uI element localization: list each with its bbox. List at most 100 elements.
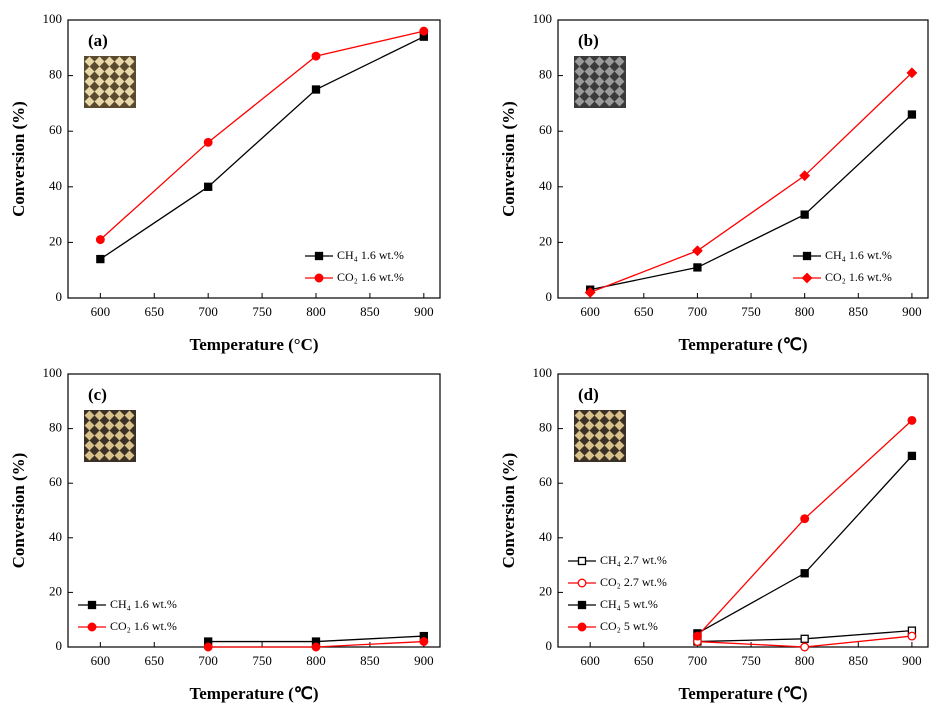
panel-label: (a) <box>88 31 108 50</box>
inset-cell <box>114 86 125 97</box>
y-tick-label: 40 <box>539 178 552 193</box>
series-line <box>589 72 913 294</box>
y-tick-label: 80 <box>539 67 552 82</box>
inset-cell <box>114 96 125 107</box>
series-line <box>99 30 424 241</box>
marker <box>907 451 917 461</box>
marker <box>907 415 917 425</box>
x-tick-label: 800 <box>795 653 815 668</box>
x-tick-label: 600 <box>91 304 111 319</box>
marker <box>692 245 703 257</box>
marker <box>311 51 321 61</box>
inset-cell <box>124 66 135 77</box>
inset-cell <box>94 56 105 67</box>
inset-cell <box>604 56 615 67</box>
y-axis-label: Conversion (%) <box>9 101 28 217</box>
panel: 0 20 40 60 80 100 600 650 700 750 800 850 900 Tempera… <box>499 11 929 354</box>
marker <box>907 631 917 641</box>
inset-cell <box>604 76 615 87</box>
inset-cell <box>584 76 595 87</box>
inset-cell <box>84 56 95 67</box>
marker <box>907 110 917 119</box>
y-tick-label: 100 <box>533 11 553 26</box>
inset-cell <box>594 86 605 97</box>
inset-cell <box>614 450 625 461</box>
panel: 0 20 40 60 80 100 600 650 700 750 800 850 900 Tempera… <box>499 365 929 703</box>
series-line <box>697 455 913 634</box>
inset-cell <box>604 420 615 431</box>
marker <box>95 235 105 245</box>
y-tick-label: 80 <box>49 420 62 435</box>
marker <box>314 273 324 283</box>
marker <box>204 182 213 191</box>
inset-cell <box>614 76 625 87</box>
inset-cell <box>604 96 615 107</box>
inset-cell <box>614 440 625 451</box>
inset-cell <box>614 420 625 431</box>
marker <box>314 251 324 261</box>
x-tick-label: 750 <box>741 304 761 319</box>
inset-cell <box>114 76 125 87</box>
inset-cell <box>574 420 585 431</box>
marker <box>584 287 596 298</box>
inset-cell <box>574 440 585 451</box>
x-axis-label: Temperature (°C) <box>189 335 318 354</box>
x-tick-label: 850 <box>360 653 380 668</box>
x-tick-label: 650 <box>634 653 654 668</box>
series-line <box>99 36 425 260</box>
x-tick-label: 800 <box>306 304 326 319</box>
y-tick-label: 60 <box>49 122 62 137</box>
y-tick-label: 80 <box>49 67 62 82</box>
y-tick-label: 80 <box>539 420 552 435</box>
y-tick-label: 20 <box>49 233 62 248</box>
legend-label: CH₄ 1.6 wt.% <box>337 248 404 262</box>
y-tick-label: 60 <box>539 474 552 489</box>
y-tick-label: 60 <box>49 474 62 489</box>
inset-cell <box>84 86 95 97</box>
inset-cell <box>584 450 595 461</box>
inset-cell <box>604 86 615 97</box>
y-axis-label: Conversion (%) <box>9 453 28 569</box>
marker <box>800 514 810 524</box>
inset-cell <box>104 86 115 97</box>
x-tick-label: 650 <box>634 304 654 319</box>
inset-cell <box>614 410 625 421</box>
inset-cell <box>104 56 115 67</box>
inset-cell <box>594 440 605 451</box>
inset-cell <box>614 96 625 107</box>
marker <box>96 254 105 264</box>
plot-frame <box>67 19 441 299</box>
x-tick-label: 750 <box>252 653 272 668</box>
x-tick-label: 650 <box>145 653 165 668</box>
inset-cell <box>574 96 585 107</box>
marker <box>203 137 213 147</box>
legend-label: CO₂ 1.6 wt.% <box>337 270 404 284</box>
inset-cell <box>584 86 595 97</box>
legend-label: CH₄ 1.6 wt.% <box>825 248 892 262</box>
marker <box>802 251 812 261</box>
inset-cell <box>84 66 95 77</box>
inset-cell <box>584 440 595 451</box>
x-tick-label: 800 <box>795 304 815 319</box>
y-tick-label: 20 <box>539 233 552 248</box>
inset-cell <box>94 86 105 97</box>
y-tick-label: 100 <box>533 365 553 380</box>
marker <box>203 642 213 652</box>
plot-frame <box>557 373 929 648</box>
inset-cell <box>594 450 605 461</box>
inset-cell <box>594 430 605 441</box>
inset-cell <box>584 56 595 67</box>
y-tick-label: 40 <box>49 529 62 544</box>
inset-cell <box>124 76 135 87</box>
inset-cell <box>604 450 615 461</box>
marker <box>800 569 809 578</box>
y-tick-label: 20 <box>539 583 552 598</box>
marker <box>87 622 97 632</box>
inset-cell <box>94 66 105 77</box>
inset-cell <box>614 86 625 97</box>
x-tick-label: 600 <box>91 653 111 668</box>
marker <box>800 634 809 643</box>
x-tick-label: 700 <box>688 304 708 319</box>
inset-cell <box>574 450 585 461</box>
y-tick-label: 100 <box>43 11 63 26</box>
